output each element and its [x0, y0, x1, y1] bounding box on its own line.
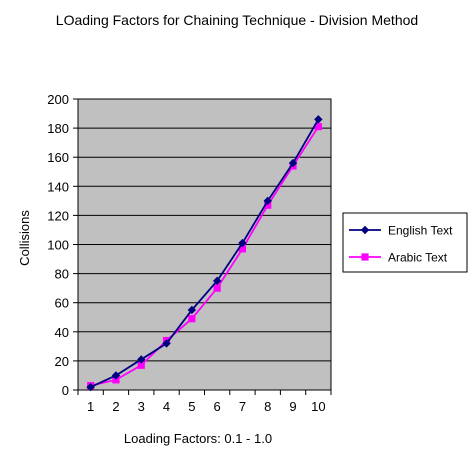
data-point-english-text — [288, 158, 298, 168]
data-point-english-text — [162, 339, 171, 348]
data-point-english-text — [187, 305, 197, 315]
y-tick-label: 100 — [47, 238, 69, 253]
x-tick-label: 2 — [112, 399, 119, 414]
x-axis-ticks: 1 2 3 4 5 6 7 8 9 10 — [77, 390, 332, 414]
x-axis-label: Loading Factors: 0.1 - 1.0 — [124, 431, 272, 446]
legend-marker-arabic-text — [361, 253, 369, 261]
x-tick-label: 7 — [239, 399, 246, 414]
legend-box — [342, 212, 468, 273]
y-tick-label: 20 — [55, 354, 69, 369]
data-point-arabic-text — [238, 245, 247, 253]
legend-label: Arabic Text — [388, 251, 448, 265]
data-point-english-text — [314, 115, 323, 124]
series-line-english-text — [90, 118, 320, 388]
x-tick-label: 1 — [87, 399, 94, 414]
grid-lines — [78, 127, 331, 362]
y-tick-label: 120 — [47, 208, 69, 223]
y-tick-label: 140 — [47, 179, 69, 194]
x-tick-label: 3 — [138, 399, 145, 414]
x-tick-label: 5 — [188, 399, 195, 414]
data-point-arabic-text — [213, 284, 221, 292]
series-line-arabic-text — [90, 126, 320, 387]
x-tick-label: 8 — [264, 399, 271, 414]
data-point-english-text — [212, 276, 222, 286]
y-axis-ticks: 0 20 40 60 80 100 120 140 160 180 200 — [47, 92, 78, 398]
y-tick-label: 80 — [55, 267, 69, 282]
y-tick-label: 180 — [47, 121, 69, 136]
legend: English Text Arabic Text — [342, 212, 468, 273]
data-point-english-text — [86, 382, 95, 392]
chart-title: LOading Factors for Chaining Technique -… — [56, 12, 418, 28]
data-point-arabic-text — [112, 376, 120, 384]
y-tick-label: 60 — [55, 296, 69, 311]
x-tick-label: 10 — [311, 399, 325, 414]
data-point-english-text — [263, 196, 272, 206]
series-english-text — [86, 115, 323, 392]
y-tick-label: 160 — [47, 150, 69, 165]
y-axis-label: Collisions — [17, 210, 32, 266]
x-tick-label: 6 — [214, 399, 221, 414]
y-tick-label: 200 — [47, 92, 69, 107]
data-point-english-text — [111, 371, 121, 380]
x-tick-label: 4 — [163, 399, 170, 414]
data-point-arabic-text — [137, 361, 145, 369]
legend-label: English Text — [388, 224, 453, 238]
data-point-english-text — [238, 238, 247, 248]
legend-item-english-text: English Text — [349, 224, 453, 238]
data-point-arabic-text — [188, 315, 196, 323]
x-tick-label: 9 — [289, 399, 296, 414]
y-tick-label: 40 — [55, 325, 69, 340]
legend-marker-english-text — [360, 225, 370, 235]
data-point-arabic-text — [314, 123, 322, 131]
data-point-arabic-text — [264, 201, 272, 209]
y-tick-label: 0 — [62, 383, 69, 398]
legend-item-arabic-text: Arabic Text — [349, 251, 448, 265]
data-point-english-text — [137, 355, 146, 364]
series-layer — [86, 115, 323, 392]
